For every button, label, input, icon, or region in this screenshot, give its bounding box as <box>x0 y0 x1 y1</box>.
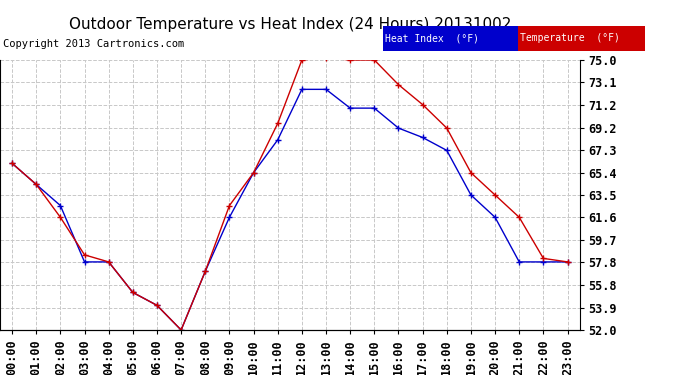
Text: Temperature  (°F): Temperature (°F) <box>520 33 620 43</box>
Text: Heat Index  (°F): Heat Index (°F) <box>385 33 479 43</box>
Text: Outdoor Temperature vs Heat Index (24 Hours) 20131002: Outdoor Temperature vs Heat Index (24 Ho… <box>68 17 511 32</box>
Text: Copyright 2013 Cartronics.com: Copyright 2013 Cartronics.com <box>3 39 185 50</box>
